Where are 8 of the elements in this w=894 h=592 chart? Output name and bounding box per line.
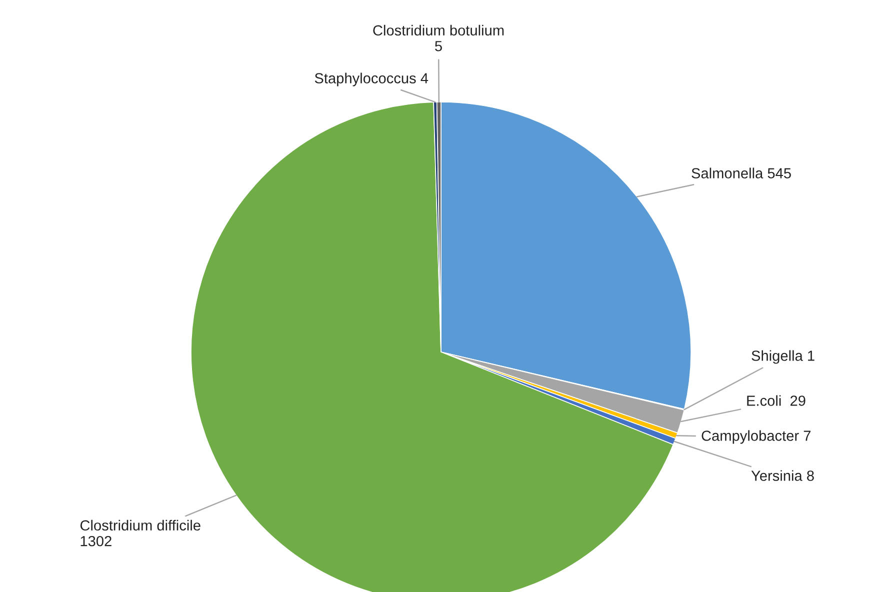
slice-label: Clostridium botulium 5	[373, 24, 504, 52]
slice-label: Staphylococcus 4	[314, 72, 428, 86]
slice-label: Yersinia 8	[751, 470, 814, 481]
slice-label: E.coli 29	[747, 395, 806, 406]
slice-label: Clostridium difficile 1302	[80, 520, 200, 546]
slice-label: Campylobacter 7	[702, 430, 811, 444]
slice-label: Shigella 1	[752, 350, 814, 364]
slice-label: Salmonella 545	[692, 168, 791, 178]
